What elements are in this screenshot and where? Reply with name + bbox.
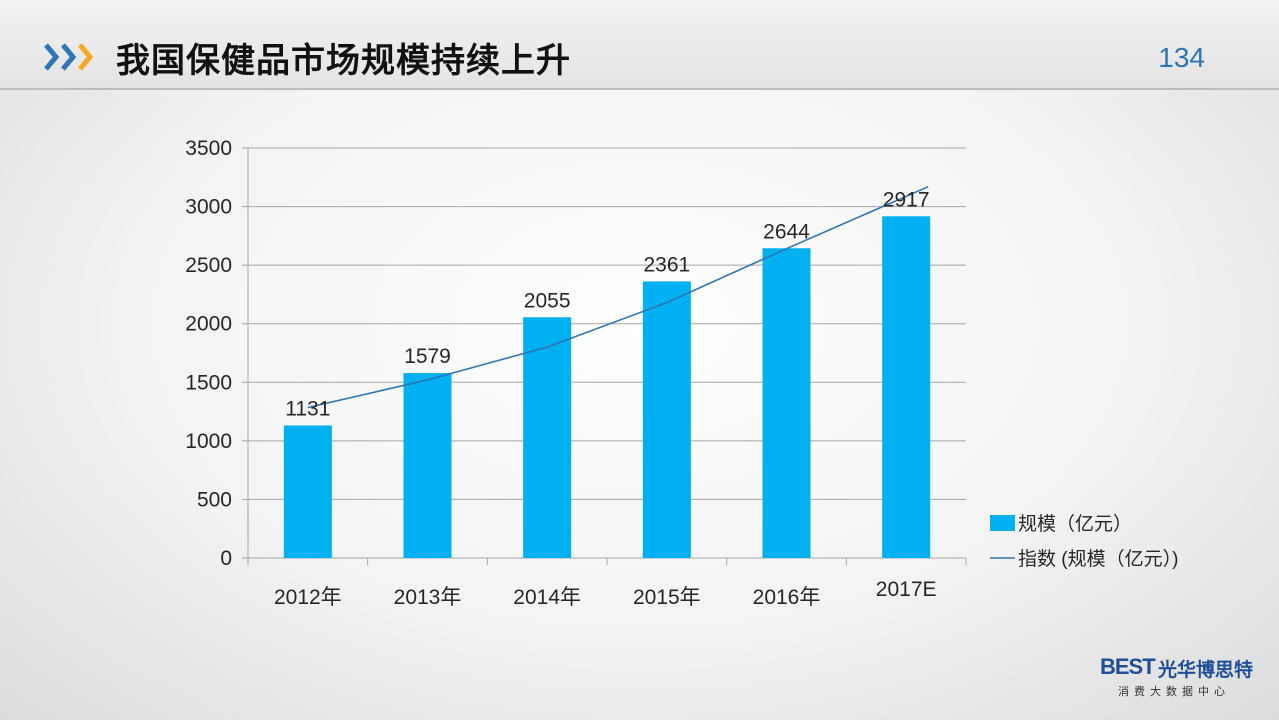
trend-line <box>307 185 929 409</box>
data-label: 2644 <box>763 220 810 243</box>
x-tick-label: 2012年 <box>274 586 342 609</box>
data-label: 2917 <box>883 188 930 211</box>
bar <box>403 373 452 558</box>
data-label: 2055 <box>524 289 571 312</box>
logo-name: 光华博思特 <box>1158 659 1254 681</box>
bar <box>642 281 691 558</box>
data-label: 1131 <box>285 398 330 421</box>
company-logo: BEST 光华博思特 消费大数据中心 <box>1100 652 1270 704</box>
bar <box>882 216 931 558</box>
x-tick-label: 2013年 <box>394 586 462 609</box>
page-title: 我国保健品市场规模持续上升 <box>116 41 571 81</box>
y-tick-label: 1000 <box>185 430 232 453</box>
data-label: 2361 <box>643 253 690 276</box>
x-tick-label: 2016年 <box>753 586 821 609</box>
legend-label-bar: 规模（亿元） <box>1018 513 1132 535</box>
bar <box>283 425 332 558</box>
bar <box>762 248 811 558</box>
x-tick-label: 2014年 <box>513 586 581 609</box>
legend-label-line: 指数 (规模（亿元）) <box>1018 548 1178 570</box>
x-tick-label: 2015年 <box>633 586 701 609</box>
chevrons-icon <box>44 43 94 71</box>
y-tick-label: 1500 <box>185 371 232 394</box>
legend-swatch-bar <box>990 515 1015 531</box>
y-tick-label: 0 <box>220 547 232 570</box>
x-tick-label: 2017E <box>876 578 937 601</box>
y-tick-label: 3000 <box>185 196 232 219</box>
data-label: 1579 <box>404 345 451 368</box>
bar <box>523 317 572 558</box>
slide-header: 我国保健品市场规模持续上升 134 <box>0 0 1279 90</box>
y-tick-label: 3500 <box>185 137 232 160</box>
y-tick-label: 2500 <box>185 254 232 277</box>
y-tick-label: 500 <box>197 488 232 511</box>
logo-mark: BEST <box>1100 654 1156 679</box>
page-number: 134 <box>1158 42 1205 73</box>
y-tick-label: 2000 <box>185 313 232 336</box>
logo-subtitle: 消费大数据中心 <box>1118 685 1230 698</box>
